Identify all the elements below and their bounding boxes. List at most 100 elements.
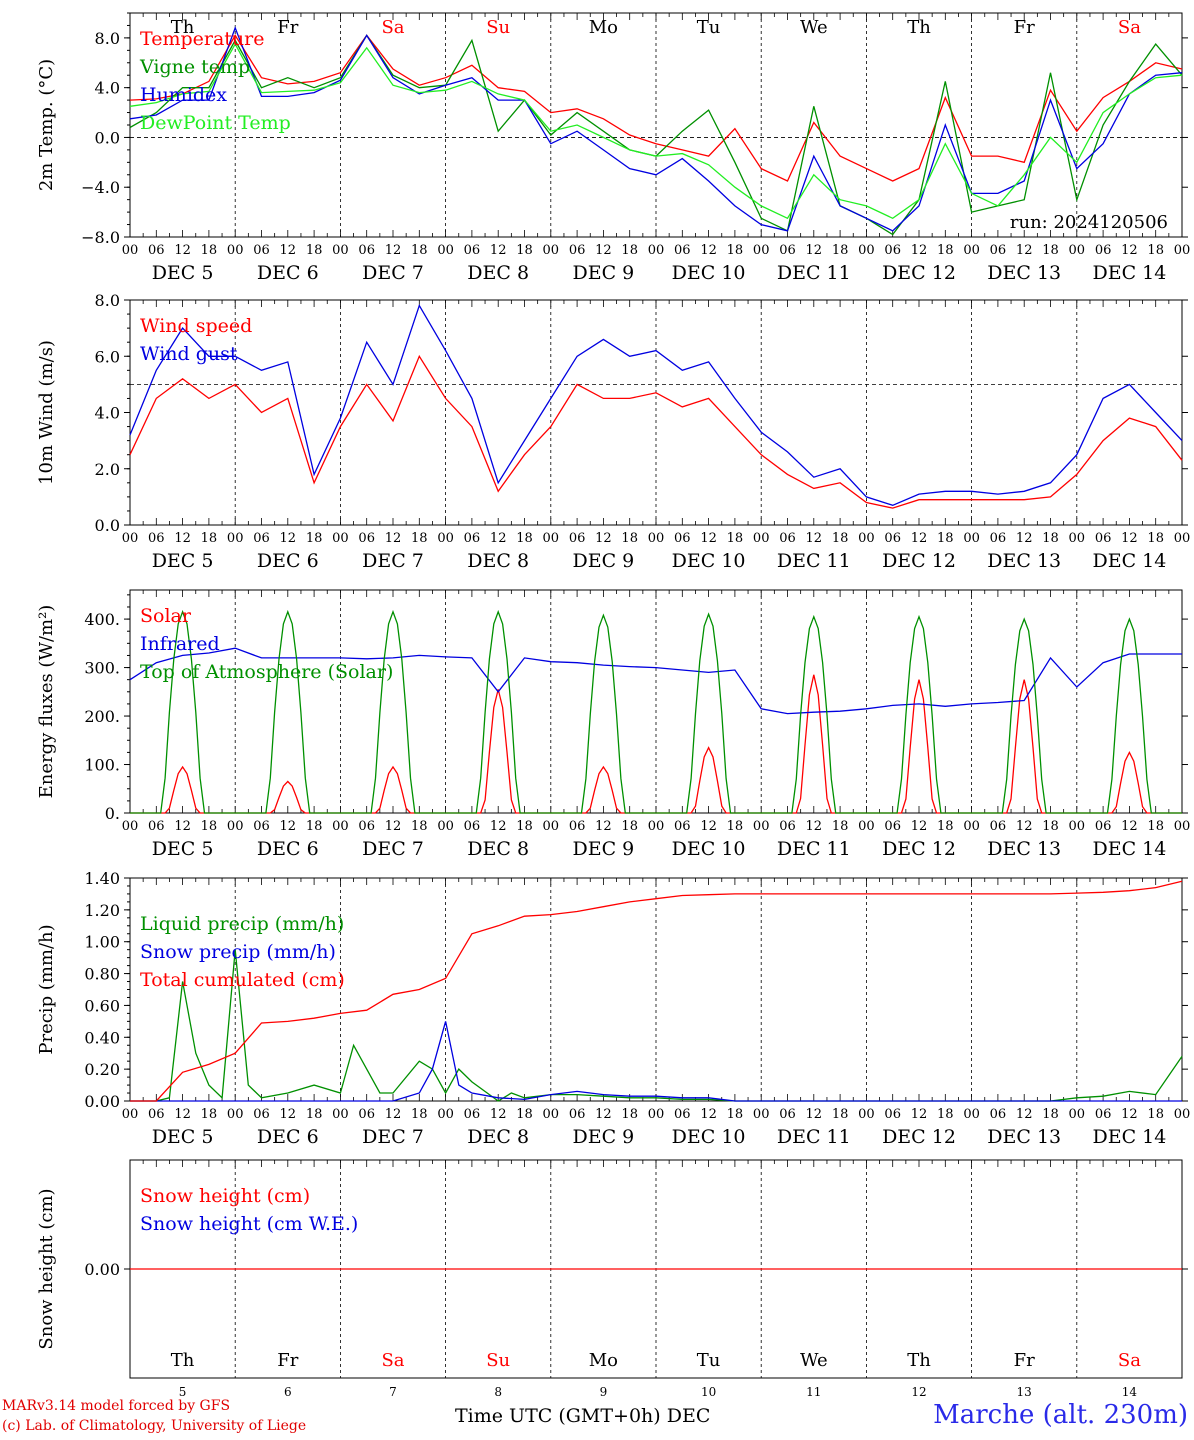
hour-label: 00 — [648, 819, 665, 834]
model-credit: MARv3.14 model forced by GFS — [2, 1398, 231, 1414]
date-label: DEC 8 — [467, 550, 529, 572]
date-label: DEC 14 — [1092, 262, 1166, 284]
hour-label: 06 — [253, 819, 270, 834]
hour-label: 12 — [174, 819, 191, 834]
hour-label: 18 — [1147, 819, 1164, 834]
legend-entry: Snow height (cm W.E.) — [140, 1213, 358, 1235]
hour-label: 12 — [280, 1107, 297, 1122]
y-tick-label: 200. — [84, 707, 120, 726]
hour-label: 18 — [306, 1107, 323, 1122]
station-name: Marche (alt. 230m) — [933, 1400, 1188, 1430]
hour-label: 00 — [1174, 1107, 1191, 1122]
hour-label: 06 — [884, 531, 901, 546]
date-number: 11 — [806, 1385, 821, 1399]
hour-label: 18 — [621, 243, 638, 258]
date-label: DEC 11 — [777, 1126, 851, 1148]
date-label: DEC 8 — [467, 262, 529, 284]
x-axis-month: DEC — [666, 1405, 711, 1427]
hour-label: 18 — [306, 819, 323, 834]
hour-label: 00 — [1069, 531, 1086, 546]
series-line — [129, 304, 1183, 506]
legend-entry: Temperature — [140, 28, 264, 50]
panel-frame — [129, 589, 1183, 814]
hour-label: 00 — [858, 819, 875, 834]
hour-label: 00 — [1174, 819, 1191, 834]
hour-label: 00 — [858, 243, 875, 258]
hour-label: 00 — [1174, 531, 1191, 546]
series-line — [130, 609, 1182, 814]
date-number: 5 — [179, 1385, 187, 1399]
hour-label: 12 — [911, 531, 928, 546]
hour-label: 12 — [385, 1107, 402, 1122]
date-label: DEC 11 — [777, 262, 851, 284]
legend-entry: Top of Atmosphere (Solar) — [140, 661, 393, 683]
date-label: DEC 6 — [257, 262, 319, 284]
legend-entry: Infrared — [140, 633, 220, 655]
y-axis-label: 2m Temp. (°C) — [36, 59, 57, 191]
series-line — [130, 1021, 1182, 1102]
hour-label: 00 — [753, 243, 770, 258]
hour-label: 12 — [911, 1107, 928, 1122]
hour-label: 18 — [937, 819, 954, 834]
date-number: 12 — [911, 1385, 926, 1399]
legend-entry: DewPoint Temp — [140, 112, 291, 134]
date-label: DEC 7 — [362, 1126, 424, 1148]
hour-label: 18 — [201, 1107, 218, 1122]
day-name: Su — [486, 1350, 510, 1371]
date-label: DEC 12 — [882, 1126, 956, 1148]
hour-label: 06 — [253, 531, 270, 546]
legend-entry: Humidex — [140, 84, 227, 106]
hour-label: 18 — [832, 819, 849, 834]
day-name: Th — [907, 17, 931, 38]
hour-label: 12 — [595, 819, 612, 834]
hour-label: 12 — [1016, 243, 1033, 258]
hour-label: 00 — [332, 531, 349, 546]
day-name: Sa — [1118, 17, 1141, 38]
day-name: Th — [907, 1350, 931, 1371]
date-label: DEC 10 — [672, 262, 746, 284]
date-label: DEC 5 — [152, 838, 214, 860]
y-tick-label: 0.0 — [95, 516, 120, 535]
hour-label: 00 — [332, 1107, 349, 1122]
hour-label: 06 — [358, 1107, 375, 1122]
hour-label: 00 — [122, 531, 139, 546]
hour-label: 06 — [779, 819, 796, 834]
hour-label: 06 — [1095, 531, 1112, 546]
series-line — [129, 42, 1183, 220]
hour-label: 18 — [727, 531, 744, 546]
hour-label: 06 — [674, 243, 691, 258]
hour-label: 12 — [806, 819, 823, 834]
y-tick-label: 0. — [105, 804, 120, 823]
y-tick-label: 0.20 — [84, 1060, 120, 1079]
hour-label: 00 — [753, 1107, 770, 1122]
y-axis-label: 10m Wind (m/s) — [36, 340, 57, 485]
hour-label: 06 — [674, 819, 691, 834]
run-label: run: 2024120506 — [1010, 212, 1168, 233]
day-name: Mo — [589, 1350, 618, 1371]
y-axis-label: Snow height (cm) — [36, 1188, 57, 1349]
hour-label: 18 — [516, 243, 533, 258]
hour-label: 00 — [437, 1107, 454, 1122]
lab-credit: (c) Lab. of Climatology, University of L… — [2, 1418, 307, 1434]
hour-label: 18 — [201, 819, 218, 834]
date-label: DEC 13 — [987, 838, 1061, 860]
x-axis-label: Time UTC (GMT+0h) — [455, 1405, 661, 1427]
hour-label: 12 — [280, 531, 297, 546]
day-name: Fr — [1014, 1350, 1035, 1371]
hour-label: 06 — [148, 1107, 165, 1122]
hour-label: 18 — [621, 1107, 638, 1122]
hour-label: 00 — [122, 1107, 139, 1122]
hour-label: 18 — [621, 531, 638, 546]
hour-label: 12 — [385, 243, 402, 258]
hour-label: 06 — [253, 243, 270, 258]
hour-label: 12 — [595, 531, 612, 546]
legend-entry: Wind speed — [140, 315, 252, 337]
date-label: DEC 6 — [257, 838, 319, 860]
hour-label: 12 — [700, 531, 717, 546]
y-tick-label: 0.00 — [84, 1260, 120, 1279]
y-tick-label: 8.0 — [95, 29, 120, 48]
hour-label: 00 — [227, 531, 244, 546]
y-tick-label: 4.0 — [95, 79, 120, 98]
date-label: DEC 7 — [362, 838, 424, 860]
hour-label: 12 — [280, 819, 297, 834]
